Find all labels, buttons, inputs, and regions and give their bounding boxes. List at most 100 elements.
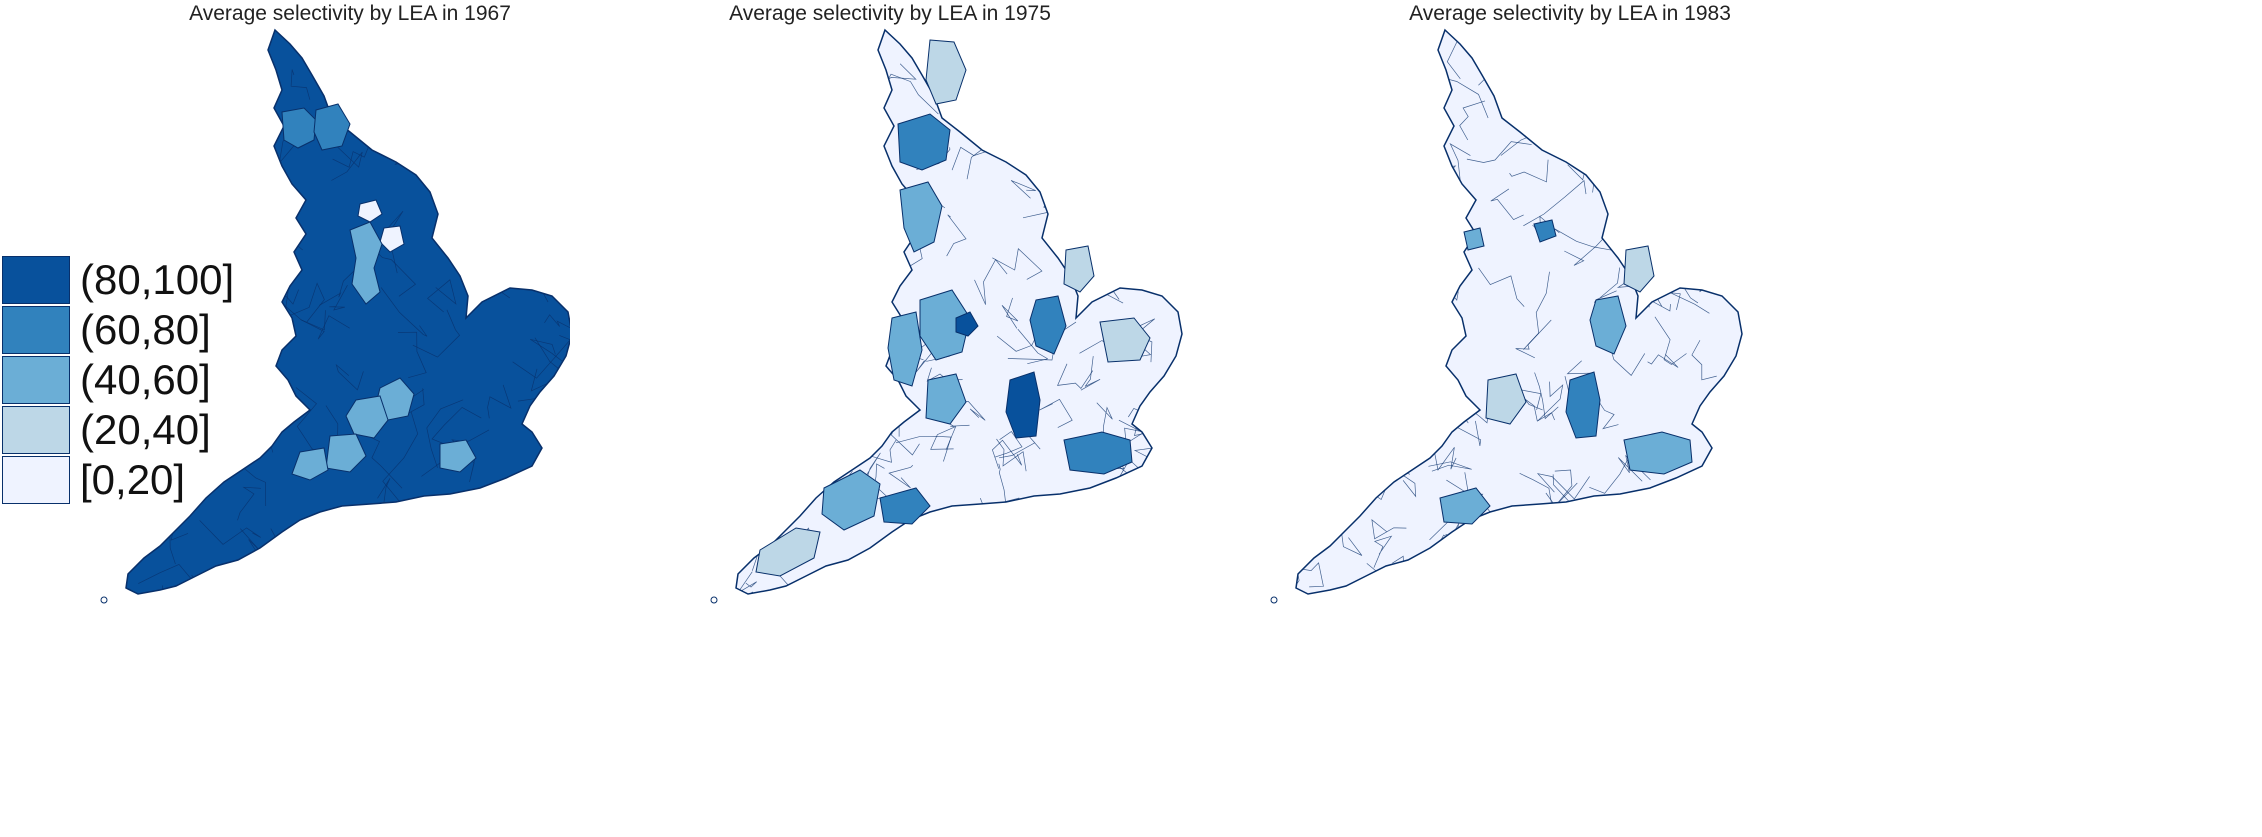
- lea-boundary-line: [991, 439, 1023, 469]
- lea-boundary-line: [470, 555, 489, 589]
- map-title: Average selectivity by LEA in 1967: [189, 2, 511, 25]
- lea-region-gloucestershire: [925, 373, 967, 425]
- legend-swatch: [2, 356, 70, 404]
- lea-boundary-line: [452, 226, 489, 250]
- lea-boundary-line: [1700, 546, 1738, 582]
- map-title: Average selectivity by LEA in 1983: [1409, 2, 1731, 25]
- lea-boundary-line: [437, 30, 493, 50]
- lea-boundary-line: [1075, 503, 1135, 547]
- lea-boundary-line: [496, 537, 519, 573]
- lea-boundary-line: [740, 56, 800, 99]
- map-panel-1983: Average selectivity by LEA in 1983: [1150, 0, 1750, 837]
- lea-boundary-line: [1340, 194, 1382, 220]
- lea-boundary-line: [1444, 165, 1457, 202]
- lea-boundary-line: [1537, 381, 1564, 421]
- map-group: [1270, 28, 1743, 604]
- lea-boundary-line: [154, 100, 207, 138]
- legend-item: [0,20]: [0, 456, 258, 506]
- lea-boundary-line: [985, 100, 1016, 119]
- lea-boundary-line: [879, 229, 898, 253]
- lea-boundary-line: [126, 200, 129, 241]
- england-map: [100, 28, 570, 604]
- lea-region-buckinghamshire: [1005, 371, 1041, 439]
- lea-boundary-line: [995, 535, 1027, 580]
- lea-boundary-line: [1660, 165, 1678, 206]
- lea-boundary-line: [1309, 172, 1350, 199]
- lea-boundary-line: [467, 52, 503, 85]
- lea-boundary-line: [1719, 524, 1741, 543]
- lea-boundary-line: [1361, 245, 1386, 316]
- lea-boundary-line: [319, 508, 384, 535]
- lea-boundary-line: [923, 548, 945, 574]
- lea-boundary-line: [974, 506, 1006, 559]
- lea-boundary-line: [979, 84, 1022, 117]
- lea-boundary-line: [1339, 477, 1391, 501]
- lea-boundary-line: [426, 399, 464, 468]
- lea-boundary-line: [1656, 231, 1678, 275]
- lea-boundary-line: [1057, 363, 1094, 389]
- lea-boundary-line: [146, 210, 171, 241]
- lea-boundary-line: [319, 258, 367, 306]
- lea-boundary-line: [485, 540, 521, 559]
- lea-boundary-line: [769, 139, 798, 169]
- lea-boundary-line: [1727, 412, 1742, 446]
- lea-boundary-line: [1534, 372, 1559, 420]
- lea-boundary-line: [1679, 585, 1691, 594]
- lea-region-kent: [1623, 431, 1693, 475]
- lea-boundary-line: [126, 188, 149, 208]
- legend-item: (80,100]: [0, 256, 258, 306]
- lea-region-lincolnshire: [1589, 295, 1627, 355]
- lea-boundary-line: [202, 88, 264, 153]
- lea-boundary-line: [1428, 461, 1472, 472]
- lea-boundary-line: [1411, 266, 1459, 301]
- lea-region-cumbria: [897, 113, 951, 171]
- lea-boundary-line: [781, 109, 838, 144]
- lea-boundary-line: [126, 523, 134, 549]
- lea-boundary-line: [522, 149, 568, 203]
- lea-boundary-line: [459, 529, 472, 557]
- lea-boundary-line: [1296, 95, 1302, 150]
- lea-boundary-line: [552, 114, 570, 162]
- lea-boundary-line: [1321, 329, 1345, 362]
- lea-boundary-line: [1085, 85, 1103, 112]
- map-panel-1975: Average selectivity by LEA in 1975: [590, 0, 1190, 837]
- lea-boundary-line: [255, 405, 285, 427]
- lea-region-cumbria-north: [313, 103, 351, 151]
- lea-boundary-line: [256, 390, 273, 427]
- lea-region-suffolk: [1099, 317, 1151, 363]
- lea-boundary-line: [451, 439, 476, 483]
- map-panel-1967: Average selectivity by LEA in 1967: [30, 0, 570, 837]
- lea-boundary-line: [431, 406, 482, 448]
- lea-boundary-line: [1433, 447, 1457, 471]
- lea-boundary-line: [1478, 267, 1525, 307]
- lea-boundary-line: [1378, 363, 1402, 394]
- lea-boundary-line: [736, 453, 773, 479]
- lea-boundary-line: [150, 585, 175, 594]
- lea-boundary-line: [783, 339, 814, 390]
- lea-region-cornwall: [755, 527, 821, 577]
- lea-boundary-line: [1610, 500, 1648, 542]
- lea-boundary-line: [300, 315, 350, 340]
- lea-boundary-line: [996, 438, 1027, 472]
- lea-boundary-line: [361, 432, 403, 489]
- lea-boundary-line: [832, 416, 867, 446]
- lea-boundary-line: [906, 523, 925, 575]
- lea-boundary-line: [998, 463, 1008, 512]
- lea-boundary-line: [762, 82, 788, 110]
- lea-boundary-line: [1654, 316, 1687, 365]
- lea-region-north-yorkshire-spot: [1533, 219, 1557, 243]
- map-group: [710, 28, 1183, 604]
- lea-boundary-line: [1355, 88, 1381, 123]
- lea-boundary-line: [397, 331, 427, 379]
- lea-boundary-line: [1017, 328, 1048, 365]
- lea-boundary-line: [870, 463, 892, 501]
- lea-boundary-line: [341, 522, 374, 553]
- lea-boundary-line: [126, 272, 152, 291]
- lea-boundary-line: [1662, 30, 1720, 49]
- lea-region-yorkshire-dales: [357, 199, 383, 223]
- lea-boundary-line: [762, 315, 771, 348]
- lea-boundary-line: [1490, 188, 1524, 221]
- lea-boundary-line: [332, 134, 374, 168]
- lea-boundary-line: [512, 131, 548, 145]
- legend: (80,100] (60,80] (40,60] (20,40] [0,20]: [0, 256, 258, 506]
